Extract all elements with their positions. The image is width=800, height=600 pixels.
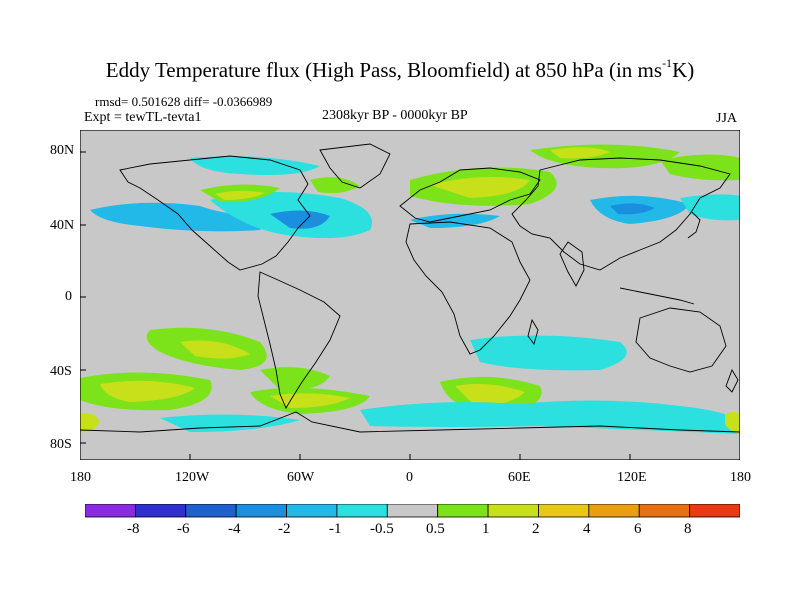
colorbar-label-m8: -8 [127, 521, 140, 537]
colorbar-box [689, 504, 740, 518]
anomaly-greenland [310, 177, 360, 194]
anomaly-southern-ocean-east-core [455, 384, 525, 406]
anomaly-arctic-east [660, 154, 740, 181]
anomaly-southern-ocean-atlantic-core [270, 393, 350, 408]
coastline-antarctica [80, 411, 740, 433]
lon-label-180w: 180 [70, 470, 91, 485]
coastline-indonesia [619, 287, 695, 305]
lon-label-0: 0 [406, 470, 413, 485]
anomaly-dateline-south-east [725, 412, 740, 434]
colorbar-box [134, 504, 187, 518]
coastline-australia [635, 307, 727, 373]
colorbar-label-8: 8 [684, 521, 692, 537]
coastline-africa [405, 221, 531, 355]
anomaly-siberia-core [550, 147, 610, 159]
title-main: Eddy Temperature flux (High Pass, Bloomf… [105, 58, 663, 82]
colorbar-box [85, 504, 136, 518]
period-label: 2308kyr BP - 0000kyr BP [322, 108, 468, 123]
coastlines [80, 143, 740, 433]
coastline-greenland [319, 143, 391, 189]
title-exponent: -1 [662, 56, 673, 70]
plot-title: Eddy Temperature flux (High Pass, Bloomf… [0, 56, 800, 83]
anomaly-south-america [260, 367, 330, 391]
lon-label-60w: 60W [287, 470, 315, 485]
anomaly-east-asia-core [610, 203, 655, 215]
anomaly-mediterranean [410, 213, 500, 228]
colorbar-label-m4: -4 [228, 521, 241, 537]
lat-label-0: 0 [65, 289, 72, 304]
colorbar-box [588, 504, 640, 518]
anomaly-eurasia-core [430, 176, 530, 198]
colorbar-label-1: 1 [482, 521, 490, 537]
anomaly-west-pacific [680, 194, 740, 221]
colorbar-box [185, 504, 237, 518]
anomaly-canada-arctic [190, 156, 320, 175]
colorbar-box [538, 504, 590, 518]
season-label: JJA [716, 111, 738, 126]
colorbar-label-05: 0.5 [426, 521, 445, 537]
lat-label-40n: 40N [50, 218, 75, 233]
colorbar [85, 504, 740, 518]
lon-label-120w: 120W [175, 470, 210, 485]
colorbar-box [286, 504, 338, 518]
axis-ticks [80, 151, 631, 460]
colorbar-label-m6: -6 [177, 521, 190, 537]
colorbar-box [386, 504, 439, 518]
colorbar-label-m2: -2 [278, 521, 291, 537]
lat-label-40s: 40S [50, 364, 72, 379]
lat-label-80n: 80N [50, 143, 75, 158]
coastline-japan [687, 211, 701, 239]
expt-label: Expt = tewTL-tevta1 [84, 110, 202, 125]
anomaly-southern-ocean-west-core [100, 380, 195, 402]
colorbar-label-6: 6 [634, 521, 642, 537]
coastline-north-america [119, 155, 311, 271]
colorbar-box [235, 504, 287, 518]
colorbar-box [437, 504, 489, 518]
title-tail: K) [672, 58, 695, 82]
lon-label-180e: 180 [730, 470, 751, 485]
anomaly-north-pacific [90, 202, 280, 232]
anomaly-south-indian [470, 335, 627, 371]
colorbar-label-m05: -0.5 [370, 521, 394, 537]
lat-label-80s: 80S [50, 437, 72, 452]
coastline-india [559, 241, 585, 287]
lon-label-120e: 120E [617, 470, 647, 485]
flux-field [80, 144, 740, 434]
colorbar-label-m1: -1 [329, 521, 342, 537]
colorbar-box [487, 504, 539, 518]
map-plot [80, 130, 740, 460]
coastline-asia [511, 157, 731, 271]
coastline-south-america [257, 271, 341, 409]
coastline-new-zealand [725, 368, 739, 393]
anomaly-dateline-south [80, 413, 100, 433]
colorbar-label-2: 2 [532, 521, 540, 537]
anomaly-antarctic-ring [360, 400, 740, 434]
colorbar-label-4: 4 [583, 521, 591, 537]
colorbar-box [638, 504, 691, 518]
anomaly-north-atlantic-core [215, 190, 265, 200]
stats-line: rmsd= 0.501628 diff= -0.0366989 [95, 94, 273, 109]
colorbar-box [336, 504, 388, 518]
anomaly-north-america-core [270, 210, 330, 229]
anomaly-antarctic-pacific [160, 414, 300, 432]
anomaly-south-pacific-core [180, 340, 250, 359]
lon-label-60e: 60E [508, 470, 531, 485]
coastline-madagascar [527, 318, 539, 345]
coastline-europe [399, 167, 541, 223]
